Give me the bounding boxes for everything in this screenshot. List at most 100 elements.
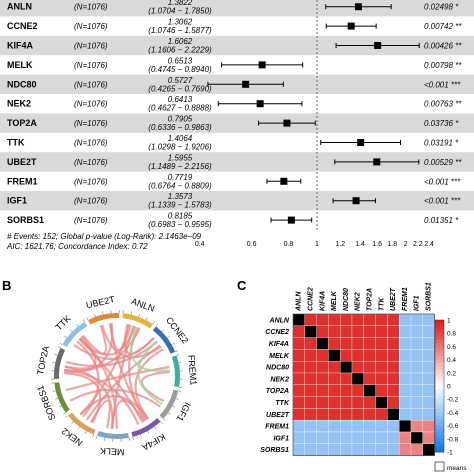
heatmap-row-label: MELK [269,353,290,360]
forest-hr-label: 0.7719 [168,173,193,182]
forest-row-band [0,0,474,17]
heatmap-cell [351,372,364,385]
chord-link [73,337,155,360]
forest-footer-events: # Events: 152; Global p-value (Log-Rank)… [7,232,202,241]
colorbar-segment [435,419,444,423]
colorbar-segment [435,435,444,440]
forest-hr-label: 1.3062 [168,18,193,27]
colorbar-segment [435,369,444,374]
heatmap-cell [292,372,305,385]
chord-sector-label: IGF1 [174,401,192,423]
chord-sector-label: KIF4A [140,432,167,453]
forest-point [354,3,362,11]
chord-sector-label: UBE2T [85,294,116,310]
heatmap-cell [351,408,364,421]
heatmap-cell [328,396,341,409]
chord-sector [62,321,88,348]
forest-point [256,100,264,108]
heatmap-cell [351,431,364,444]
chord-diagram: BANLNCCNE2FREM1IGF1KIF4AMELKNEK2SORBS1TO… [2,278,199,458]
heatmap-cell [410,431,423,444]
chord-tick [96,435,98,439]
heatmap-cell [410,420,423,433]
heatmap-cell [316,420,329,433]
chord-sector [159,389,179,419]
forest-n-label: (N=1076) [74,139,108,148]
forest-gene-label: TTK [7,138,25,148]
chord-tick [54,354,58,356]
heatmap-cell [304,384,317,397]
chord-sector [131,417,161,438]
heatmap-cell [363,372,376,385]
heatmap-cell [410,396,423,409]
heatmap-cell [304,443,317,456]
forest-n-label: (N=1076) [74,119,108,128]
colorbar-segment [435,356,444,361]
colorbar-segment [435,402,444,407]
heatmap-cell [351,361,364,374]
forest-row-band [0,35,474,56]
heatmap-cell [292,384,305,397]
forest-p-value: <0.001 *** [424,80,461,89]
heatmap-cell [399,396,412,409]
colorbar-segment [435,448,444,453]
heatmap-cell [410,408,423,421]
heatmap-col-label: KIF4A [319,291,326,311]
heatmap-cell [375,420,388,433]
heatmap-row-label: KIF4A [269,341,289,348]
heatmap-cell [375,325,388,338]
heatmap-cell [399,408,412,421]
chord-tick [138,313,140,317]
heatmap-row-label: TOP2A [266,388,289,395]
chord-tick [102,311,104,315]
forest-n-label: (N=1076) [74,22,108,31]
forest-footer-aic: AIC: 1621.76; Concordance Index: 0.72 [6,242,148,251]
forest-x-tick: 0.6 [247,241,257,248]
forest-gene-label: IGF1 [7,196,27,206]
heatmap-cell [328,325,341,338]
colorbar-segment [435,376,444,380]
forest-hr-label: 0.5727 [168,76,193,85]
heatmap-col-label: CCNE2 [308,287,315,311]
chord-sector-label: FREM1 [186,354,198,385]
heatmap-cell [351,443,364,456]
heatmap-cell [387,349,400,362]
heatmap-cell [351,420,364,433]
colorbar-tick: 1 [447,318,451,325]
chord-sector [54,382,70,413]
heatmap-cell [304,396,317,409]
colorbar-tick: -1 [447,450,453,457]
forest-ci-label: (1.1339 − 1.5783) [148,201,212,210]
heatmap-cell [292,408,305,421]
heatmap-cell [351,313,364,326]
forest-ci-label: (0.6983 − 0.9595) [148,220,212,229]
forest-hr-label: 1.4064 [168,134,193,143]
heatmap-cell [328,408,341,421]
heatmap-cell [340,431,353,444]
forest-n-label: (N=1076) [74,158,108,167]
heatmap-cell [422,384,435,397]
forest-x-tick: 0.4 [195,241,205,248]
correlation-heatmap: C ANLN CCNE2 KIF4A MELK NDC80 NEK2 TOP2A TTK UBE2… [237,278,467,472]
heatmap-cell [410,325,423,338]
chord-tick [140,434,142,438]
colorbar-tick: 0.6 [447,344,456,351]
chord-tick [63,412,66,415]
heatmap-cell [340,384,353,397]
chord-tick [178,390,182,392]
colorbar-segment [435,415,444,420]
chord-tick [52,362,56,364]
heatmap-cell [316,361,329,374]
forest-n-label: (N=1076) [74,61,108,70]
chord-link [69,388,161,408]
chord-tick [76,323,79,327]
heatmap-cell [375,361,388,374]
chord-tick [175,398,179,400]
heatmap-cell [328,431,341,444]
forest-hr-label: 0.8185 [168,212,193,221]
heatmap-cell [375,396,388,409]
forest-x-tick: 1.6 [372,241,382,248]
forest-n-label: (N=1076) [74,216,108,225]
heatmap-cell [410,361,423,374]
chord-sector-label: MELK [100,446,125,458]
